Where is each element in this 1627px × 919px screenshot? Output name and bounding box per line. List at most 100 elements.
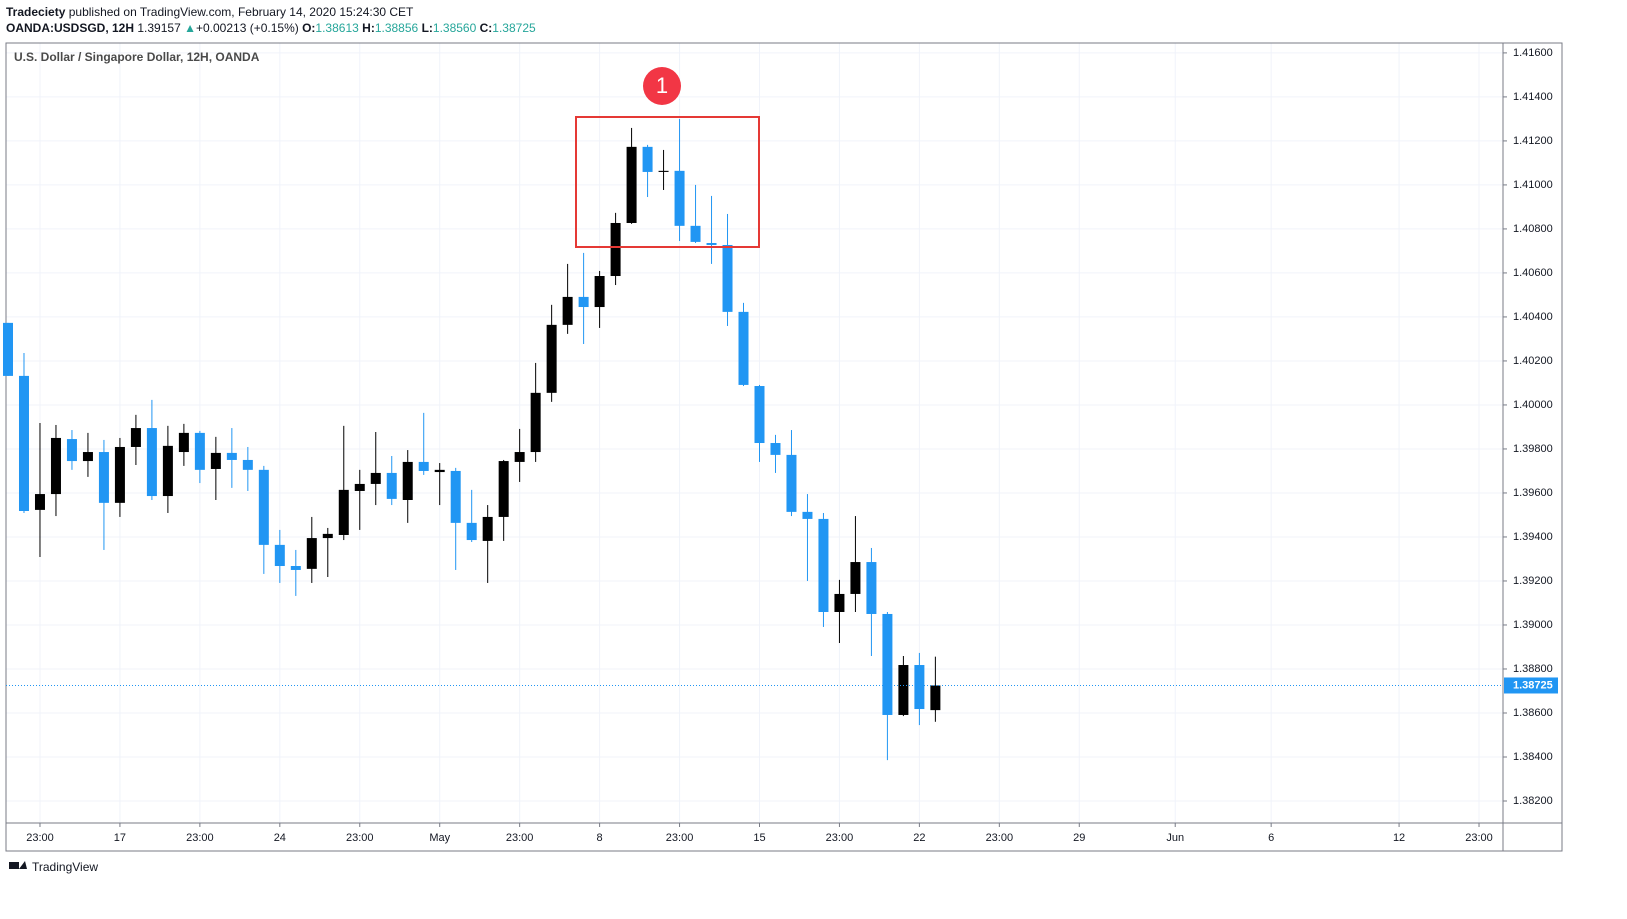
- ohlc-label: C:: [479, 21, 493, 35]
- ohlc-label: O:: [302, 21, 316, 35]
- ohlc-value: 1.38856: [374, 21, 419, 35]
- footer-logo: TradingView: [9, 860, 98, 874]
- candle-body: [178, 432, 189, 453]
- annotation-text: 1: [656, 73, 668, 98]
- candle-body: [866, 562, 877, 614]
- symbol: OANDA:USDSGD, 12H: [6, 21, 135, 35]
- candle-body: [610, 222, 621, 277]
- candle-body: [370, 472, 381, 484]
- candle-body: [418, 461, 429, 471]
- x-tick-label: 15: [753, 832, 765, 844]
- frame: [5, 42, 1563, 852]
- candle-body: [738, 311, 749, 385]
- y-tick-label: 1.41000: [1513, 179, 1553, 191]
- candle-body: [818, 518, 829, 612]
- candle-body: [402, 461, 413, 500]
- last-price-label: 1.38725: [1513, 679, 1553, 691]
- candle-body: [386, 472, 397, 499]
- y-tick-label: 1.39000: [1513, 619, 1553, 631]
- x-tick-label: 23:00: [986, 832, 1014, 844]
- candle-body: [530, 392, 541, 453]
- x-tick-label: 23:00: [186, 832, 214, 844]
- candle-body: [754, 386, 765, 444]
- ohlc-value: 1.38613: [315, 21, 359, 35]
- x-tick-label: 12: [1393, 832, 1405, 844]
- publish-line: Tradeciety published on TradingView.com,…: [6, 5, 413, 19]
- x-tick-label: 6: [1268, 832, 1274, 844]
- candle-body: [114, 446, 125, 503]
- candle-body: [914, 665, 925, 710]
- candle-body: [482, 516, 493, 541]
- candle-body: [130, 428, 141, 447]
- x-tick-label: 23:00: [666, 832, 694, 844]
- y-tick-label: 1.39400: [1513, 531, 1553, 543]
- x-tick-label: 23:00: [346, 832, 374, 844]
- x-tick-label: 23:00: [506, 832, 534, 844]
- candle-body: [50, 437, 61, 495]
- candle-body: [626, 146, 637, 223]
- candle-body: [706, 243, 717, 245]
- candle-body: [18, 375, 29, 511]
- candle-body: [786, 454, 797, 512]
- candle-body: [98, 452, 109, 503]
- y-tick-label: 1.38800: [1513, 663, 1553, 675]
- candle-body: [834, 593, 845, 612]
- candle-body: [306, 538, 317, 569]
- y-tick-label: 1.40400: [1513, 311, 1553, 323]
- arrow: ▲: [184, 21, 196, 35]
- x-tick-label: 24: [274, 832, 286, 844]
- published: published on TradingView.com, February 1…: [68, 5, 414, 19]
- highlight-box: [575, 116, 760, 248]
- ohlc-label: L:: [421, 21, 433, 35]
- x-tick-label: Jun: [1166, 832, 1184, 844]
- y-tick-label: 1.41600: [1513, 47, 1553, 59]
- candle-body: [2, 322, 13, 376]
- candle-body: [546, 324, 557, 393]
- candle-body: [274, 544, 285, 567]
- y-tick-label: 1.40600: [1513, 267, 1553, 279]
- y-tick-label: 1.41200: [1513, 135, 1553, 147]
- candle-body: [146, 428, 157, 497]
- logo-icon: [9, 862, 19, 869]
- candle-body: [210, 452, 221, 469]
- candle-body: [802, 511, 813, 519]
- y-tick-label: 1.40800: [1513, 223, 1553, 235]
- candle-body: [850, 562, 861, 594]
- y-tick-label: 1.38400: [1513, 751, 1553, 763]
- symbol-line: OANDA:USDSGD, 12H 1.39157 ▲+0.00213 (+0.…: [6, 21, 536, 35]
- publisher: Tradeciety: [6, 5, 66, 19]
- y-tick-label: 1.41400: [1513, 91, 1553, 103]
- candle-body: [82, 452, 93, 462]
- candle-body: [322, 533, 333, 539]
- y-tick-label: 1.38200: [1513, 795, 1553, 807]
- candle-body: [514, 452, 525, 462]
- logo-icon: [19, 861, 27, 869]
- candle-body: [258, 469, 269, 545]
- ohlc-value: 1.38725: [492, 21, 536, 35]
- candle-body: [290, 566, 301, 570]
- candle-body: [882, 613, 893, 715]
- x-tick-label: 23:00: [1465, 832, 1493, 844]
- candle-body: [498, 461, 509, 517]
- last: 1.39157: [137, 21, 181, 35]
- candle-body: [242, 459, 253, 470]
- x-tick-label: 17: [114, 832, 126, 844]
- footer-brand: TradingView: [32, 860, 98, 874]
- y-tick-label: 1.39800: [1513, 443, 1553, 455]
- candle-body: [930, 685, 941, 711]
- y-tick-label: 1.40200: [1513, 355, 1553, 367]
- y-tick-label: 1.39200: [1513, 575, 1553, 587]
- candle-body: [770, 443, 781, 455]
- y-tick-label: 1.40000: [1513, 399, 1553, 411]
- x-tick-label: 23:00: [26, 832, 54, 844]
- candle-body: [338, 489, 349, 535]
- candle-body: [578, 296, 589, 308]
- x-tick-label: 29: [1073, 832, 1085, 844]
- x-tick-label: 8: [597, 832, 603, 844]
- candle-body: [722, 244, 733, 312]
- y-tick-label: 1.39600: [1513, 487, 1553, 499]
- y-tick-label: 1.38600: [1513, 707, 1553, 719]
- candle-body: [434, 469, 445, 473]
